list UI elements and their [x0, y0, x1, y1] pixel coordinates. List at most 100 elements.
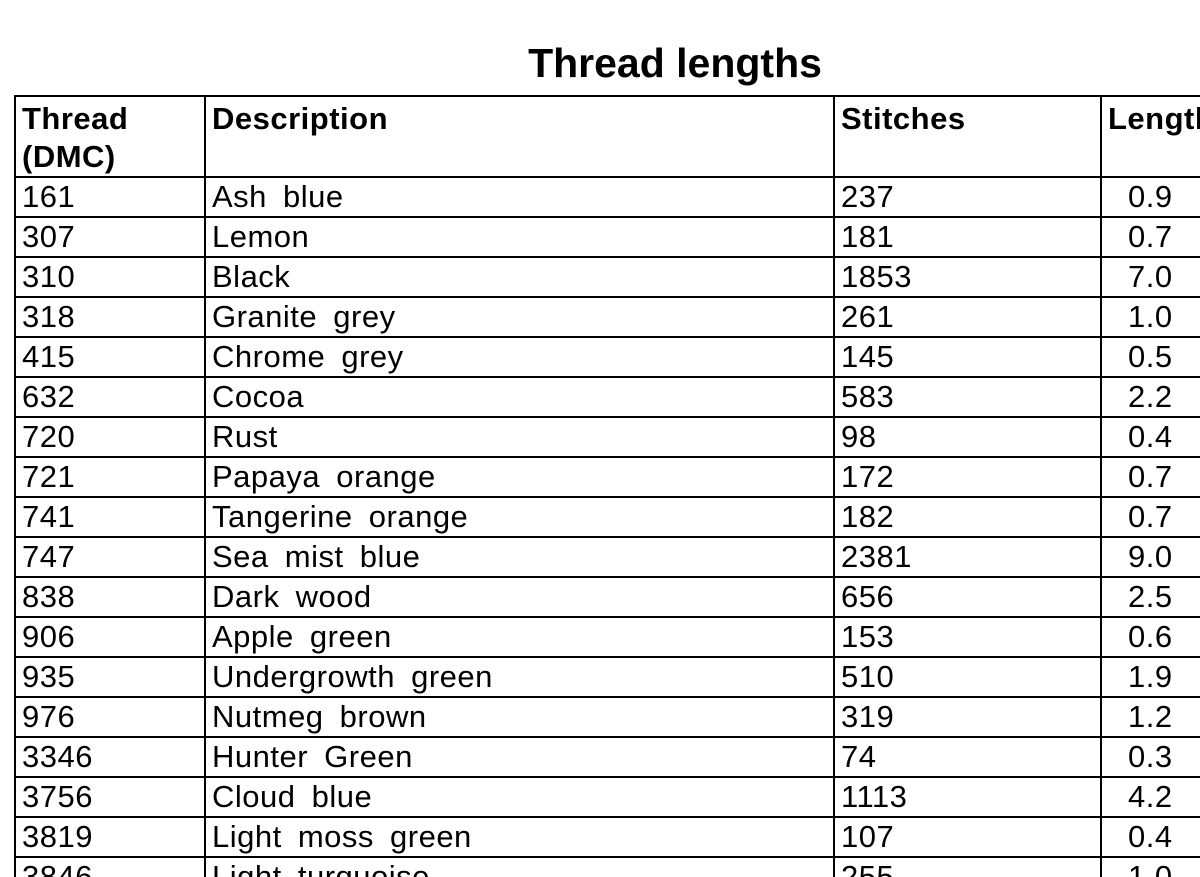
- length-cell: 0.9: [1100, 176, 1200, 218]
- table-row: 720 Rust 98 0.4: [14, 416, 1200, 458]
- length-cell: 9.0: [1100, 536, 1200, 578]
- table-row: 307 Lemon 181 0.7: [14, 216, 1200, 258]
- description-cell: Cloud blue: [204, 776, 835, 818]
- thread-cell: 161: [14, 176, 206, 218]
- stitches-cell: 1853: [833, 256, 1102, 298]
- description-cell: Apple green: [204, 616, 835, 658]
- table-row: 3756 Cloud blue 1113 4.2: [14, 776, 1200, 818]
- stitches-cell: 510: [833, 656, 1102, 698]
- length-cell: 0.7: [1100, 216, 1200, 258]
- stitches-cell: 319: [833, 696, 1102, 738]
- description-cell: Cocoa: [204, 376, 835, 418]
- thread-cell: 747: [14, 536, 206, 578]
- thread-cell: 3846: [14, 856, 206, 877]
- stitches-cell: 583: [833, 376, 1102, 418]
- thread-cell: 307: [14, 216, 206, 258]
- stitches-cell: 172: [833, 456, 1102, 498]
- table-row: 935 Undergrowth green 510 1.9: [14, 656, 1200, 698]
- description-cell: Light turquoise: [204, 856, 835, 877]
- table-row: 318 Granite grey 261 1.0: [14, 296, 1200, 338]
- thread-cell: 318: [14, 296, 206, 338]
- length-cell: 4.2: [1100, 776, 1200, 818]
- table-row: 310 Black 1853 7.0: [14, 256, 1200, 298]
- table-row: 976 Nutmeg brown 319 1.2: [14, 696, 1200, 738]
- description-cell: Rust: [204, 416, 835, 458]
- thread-cell: 741: [14, 496, 206, 538]
- table-row: 632 Cocoa 583 2.2: [14, 376, 1200, 418]
- table-row: 721 Papaya orange 172 0.7: [14, 456, 1200, 498]
- description-cell: Nutmeg brown: [204, 696, 835, 738]
- length-cell: 0.3: [1100, 736, 1200, 778]
- stitches-cell: 255: [833, 856, 1102, 877]
- description-cell: Light moss green: [204, 816, 835, 858]
- stitches-cell: 182: [833, 496, 1102, 538]
- table-row: 161 Ash blue 237 0.9: [14, 176, 1200, 218]
- description-cell: Chrome grey: [204, 336, 835, 378]
- thread-cell: 838: [14, 576, 206, 618]
- thread-cell: 721: [14, 456, 206, 498]
- description-cell: Hunter Green: [204, 736, 835, 778]
- description-cell: Granite grey: [204, 296, 835, 338]
- table-row: 741 Tangerine orange 182 0.7: [14, 496, 1200, 538]
- thread-cell: 3819: [14, 816, 206, 858]
- description-cell: Dark wood: [204, 576, 835, 618]
- description-cell: Black: [204, 256, 835, 298]
- length-cell: 1.2: [1100, 696, 1200, 738]
- thread-cell: 310: [14, 256, 206, 298]
- thread-cell: 3346: [14, 736, 206, 778]
- page-title: Thread lengths: [528, 40, 822, 86]
- stitches-cell: 2381: [833, 536, 1102, 578]
- length-cell: 2.2: [1100, 376, 1200, 418]
- stitches-cell: 74: [833, 736, 1102, 778]
- thread-cell: 976: [14, 696, 206, 738]
- thread-lengths-table: Thread (DMC) Description Stitches Length…: [14, 95, 1200, 877]
- description-cell: Undergrowth green: [204, 656, 835, 698]
- stitches-cell: 181: [833, 216, 1102, 258]
- stitches-cell: 153: [833, 616, 1102, 658]
- length-cell: 1.0: [1100, 856, 1200, 877]
- description-cell: Sea mist blue: [204, 536, 835, 578]
- stitches-cell: 107: [833, 816, 1102, 858]
- description-cell: Papaya orange: [204, 456, 835, 498]
- table-body: 161 Ash blue 237 0.9 307 Lemon 181 0.7 3…: [14, 176, 1200, 877]
- col-header-length: Lengths: [1100, 95, 1200, 178]
- length-cell: 0.6: [1100, 616, 1200, 658]
- thread-cell: 906: [14, 616, 206, 658]
- length-cell: 0.4: [1100, 816, 1200, 858]
- description-cell: Tangerine orange: [204, 496, 835, 538]
- col-header-description: Description: [204, 95, 835, 178]
- description-cell: Lemon: [204, 216, 835, 258]
- col-header-thread-dmc: Thread (DMC): [14, 95, 206, 178]
- table-row: 747 Sea mist blue 2381 9.0: [14, 536, 1200, 578]
- col-header-thread-line2: (DMC): [22, 139, 116, 174]
- length-cell: 0.7: [1100, 496, 1200, 538]
- stitches-cell: 261: [833, 296, 1102, 338]
- length-cell: 0.7: [1100, 456, 1200, 498]
- description-cell: Ash blue: [204, 176, 835, 218]
- table-row: 906 Apple green 153 0.6: [14, 616, 1200, 658]
- length-cell: 0.4: [1100, 416, 1200, 458]
- table-row: 3819 Light moss green 107 0.4: [14, 816, 1200, 858]
- table-row: 3346 Hunter Green 74 0.3: [14, 736, 1200, 778]
- length-cell: 1.9: [1100, 656, 1200, 698]
- length-cell: 2.5: [1100, 576, 1200, 618]
- stitches-cell: 656: [833, 576, 1102, 618]
- table-row: 415 Chrome grey 145 0.5: [14, 336, 1200, 378]
- length-cell: 0.5: [1100, 336, 1200, 378]
- col-header-stitches: Stitches: [833, 95, 1102, 178]
- thread-cell: 3756: [14, 776, 206, 818]
- stitches-cell: 145: [833, 336, 1102, 378]
- stitches-cell: 98: [833, 416, 1102, 458]
- table-row: 838 Dark wood 656 2.5: [14, 576, 1200, 618]
- stitches-cell: 1113: [833, 776, 1102, 818]
- length-cell: 7.0: [1100, 256, 1200, 298]
- table-row: 3846 Light turquoise 255 1.0: [14, 856, 1200, 877]
- thread-cell: 720: [14, 416, 206, 458]
- length-cell: 1.0: [1100, 296, 1200, 338]
- thread-cell: 632: [14, 376, 206, 418]
- thread-cell: 935: [14, 656, 206, 698]
- stitches-cell: 237: [833, 176, 1102, 218]
- thread-cell: 415: [14, 336, 206, 378]
- col-header-thread-line1: Thread: [22, 101, 129, 136]
